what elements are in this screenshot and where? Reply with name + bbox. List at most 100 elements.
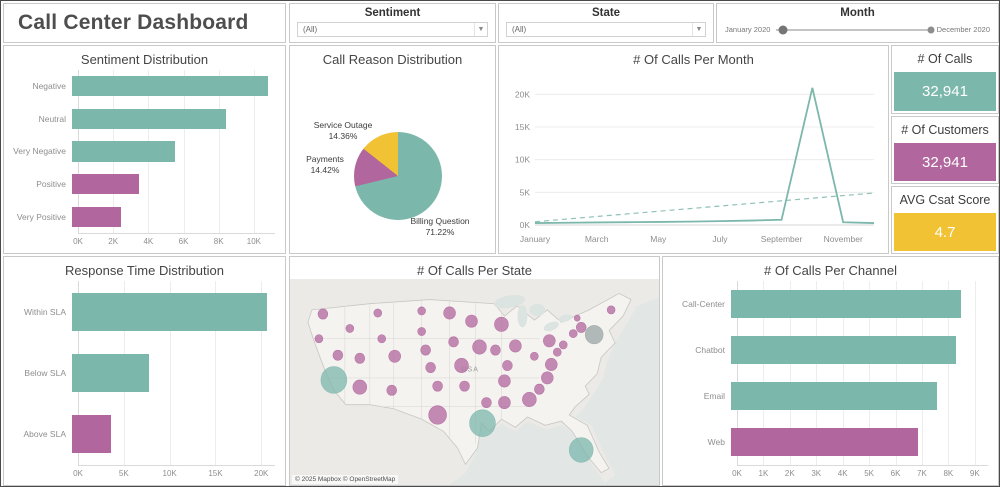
state-bubble[interactable] <box>386 384 397 396</box>
state-filter-select[interactable]: (All) ▼ <box>506 22 706 37</box>
state-bubble[interactable] <box>545 358 558 371</box>
bar-mark[interactable] <box>731 381 937 411</box>
sentiment-filter-select[interactable]: (All) ▼ <box>297 22 488 37</box>
gridline <box>215 281 217 465</box>
state-bubble[interactable] <box>472 339 487 355</box>
y-axis-tick-label: 0K <box>520 220 531 230</box>
state-bubble[interactable] <box>373 308 383 318</box>
state-bubble[interactable] <box>498 374 511 388</box>
bar-mark[interactable] <box>731 289 961 319</box>
pie-slice-percent: 14.42% <box>310 165 340 176</box>
bar-mark[interactable] <box>72 76 268 97</box>
state-bubble[interactable] <box>345 324 355 333</box>
state-bubble[interactable] <box>420 344 431 356</box>
state-bubble[interactable] <box>428 405 447 425</box>
state-bubble[interactable] <box>354 352 366 364</box>
state-bubble[interactable] <box>606 305 616 315</box>
state-bubble[interactable] <box>448 336 459 348</box>
state-bubble[interactable] <box>317 308 329 320</box>
chevron-down-icon[interactable]: ▼ <box>692 23 705 36</box>
bar-mark[interactable] <box>72 108 227 129</box>
sentiment-distribution-chart: Negative Neutral Very Negative Positive Very… <box>8 70 281 249</box>
state-bubble[interactable] <box>377 334 386 344</box>
pie-slice-name: Payments <box>306 154 344 164</box>
bar-category-label: Very Positive <box>16 211 66 222</box>
state-bubble[interactable] <box>494 316 509 332</box>
state-bubble[interactable] <box>481 397 492 409</box>
state-bubble[interactable] <box>417 327 426 336</box>
kpi-label: AVG Csat Score <box>899 192 991 207</box>
axis-tick-label: 20K <box>254 469 269 478</box>
state-bubble[interactable] <box>465 314 478 328</box>
bar-mark[interactable] <box>731 427 918 457</box>
bar-track <box>731 327 988 373</box>
pie-label-billing-question: Billing Question 71.22% <box>390 216 490 239</box>
state-bubble[interactable] <box>559 340 568 350</box>
calls-line-mark[interactable] <box>534 87 875 224</box>
bar-row: Neutral <box>8 103 281 136</box>
state-bubble[interactable] <box>454 358 469 373</box>
state-bubble[interactable] <box>568 329 578 338</box>
state-bubble[interactable] <box>314 334 324 344</box>
state-bubble[interactable] <box>530 351 539 361</box>
bar-category-label: Neutral <box>38 113 66 124</box>
axis-tick-label: 7K <box>917 469 927 478</box>
chevron-down-icon[interactable]: ▼ <box>474 23 487 36</box>
pie-chart[interactable] <box>354 132 442 220</box>
x-axis-tick-label: March <box>585 234 609 244</box>
month-slider-handle-start[interactable] <box>778 25 788 34</box>
bar-mark[interactable] <box>72 173 140 195</box>
x-axis-tick-label: May <box>650 234 667 244</box>
state-bubble[interactable] <box>469 409 496 437</box>
axis-tick-label: 1K <box>758 469 769 478</box>
state-bubble[interactable] <box>320 366 348 394</box>
month-slider-handle-end[interactable] <box>927 26 935 33</box>
x-axis-tick-label: September <box>761 234 803 244</box>
bar-mark[interactable] <box>72 415 111 454</box>
bar-track <box>72 404 275 465</box>
state-bubble[interactable] <box>443 306 456 320</box>
state-bubble[interactable] <box>432 380 443 392</box>
bar-row: Within SLA <box>8 281 281 342</box>
bar-mark[interactable] <box>72 353 150 392</box>
trend-line[interactable] <box>534 192 875 223</box>
kpi-value: 4.7 <box>894 213 996 251</box>
state-bubble[interactable] <box>425 362 436 373</box>
axis-tick-label: 3K <box>811 469 822 478</box>
gridline <box>974 281 976 465</box>
bar-mark[interactable] <box>72 141 176 162</box>
state-bubble[interactable] <box>575 322 587 333</box>
state-bubble[interactable] <box>584 325 604 345</box>
state-bubble[interactable] <box>502 360 513 371</box>
axis-tick-label: 2K <box>108 237 119 246</box>
bar-mark[interactable] <box>72 206 121 227</box>
axis-tick-label: 8K <box>213 237 224 246</box>
state-bubble[interactable] <box>543 334 556 348</box>
bar-axis: 0K 2K 4K 6K 8K 10K <box>8 233 281 249</box>
kpi-customers: # Of Customers 32,941 <box>891 116 999 184</box>
chart-title: # Of Calls Per Channel <box>764 263 897 278</box>
bar-mark[interactable] <box>731 335 956 365</box>
gridline <box>948 281 950 465</box>
month-slider-track[interactable] <box>776 25 935 34</box>
bar-row: Very Positive <box>8 200 281 233</box>
state-bubble[interactable] <box>553 347 562 357</box>
state-bubble[interactable] <box>352 379 368 395</box>
state-bubble[interactable] <box>509 339 522 353</box>
gridline <box>869 281 871 465</box>
bar-mark[interactable] <box>72 292 267 331</box>
state-bubble[interactable] <box>490 344 501 356</box>
state-bubble[interactable] <box>498 396 511 410</box>
calls-per-state-panel: # Of Calls Per State <box>289 256 660 486</box>
state-bubble[interactable] <box>534 383 545 395</box>
state-bubble[interactable] <box>332 349 344 361</box>
state-bubble[interactable] <box>388 349 401 363</box>
state-bubble[interactable] <box>573 314 581 322</box>
axis-tick-label: 5K <box>118 469 129 478</box>
state-bubble[interactable] <box>459 380 470 392</box>
state-bubble[interactable] <box>417 306 426 316</box>
pie-slice-percent: 71.22% <box>425 227 455 238</box>
state-bubble[interactable] <box>522 392 537 407</box>
state-bubble[interactable] <box>541 371 554 385</box>
state-bubble[interactable] <box>568 437 594 463</box>
